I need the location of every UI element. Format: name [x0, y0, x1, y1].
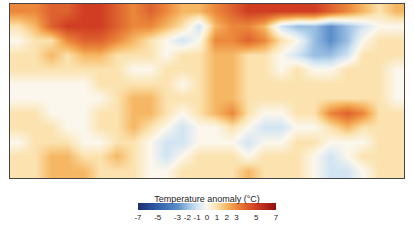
- svg-text:1: 1: [215, 213, 220, 222]
- svg-text:7: 7: [274, 213, 279, 222]
- svg-text:2: 2: [224, 213, 229, 222]
- svg-text:-2: -2: [184, 213, 192, 222]
- svg-text:0: 0: [205, 213, 210, 222]
- svg-text:-1: -1: [194, 213, 202, 222]
- svg-text:Temperature anomaly (°C): Temperature anomaly (°C): [154, 194, 260, 204]
- svg-text:5: 5: [254, 213, 259, 222]
- svg-text:-7: -7: [134, 213, 142, 222]
- svg-text:3: 3: [234, 213, 239, 222]
- svg-text:-3: -3: [174, 213, 182, 222]
- svg-text:-5: -5: [154, 213, 162, 222]
